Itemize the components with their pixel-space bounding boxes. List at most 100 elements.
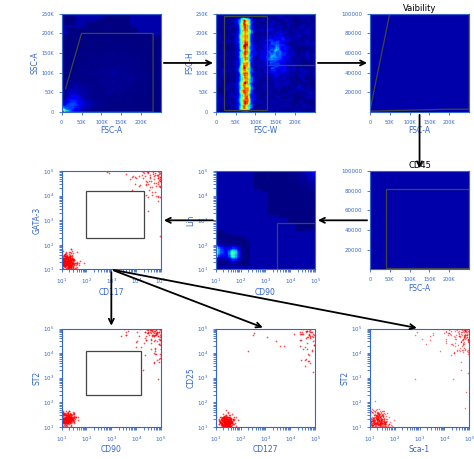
Point	[377, 266, 384, 273]
Point	[271, 70, 279, 77]
Point	[123, 103, 131, 110]
Point	[81, 59, 89, 67]
Point	[224, 19, 231, 27]
Point	[310, 33, 318, 40]
Point	[413, 108, 420, 116]
Point	[280, 67, 287, 75]
Point	[265, 180, 273, 188]
Point	[395, 108, 403, 116]
Point	[267, 14, 275, 22]
Point	[415, 266, 423, 273]
Point	[415, 266, 423, 273]
Point	[387, 266, 394, 273]
Point	[451, 266, 459, 273]
Point	[405, 108, 413, 116]
Point	[449, 266, 456, 273]
Point	[366, 422, 374, 429]
Point	[222, 106, 230, 114]
Point	[225, 420, 232, 428]
Point	[120, 34, 128, 41]
Point	[280, 33, 287, 40]
Point	[220, 244, 228, 252]
Point	[393, 108, 401, 116]
Point	[399, 266, 407, 273]
Point	[224, 51, 231, 59]
Point	[367, 419, 375, 426]
Point	[368, 108, 375, 116]
Point	[370, 108, 378, 116]
Point	[260, 56, 267, 63]
Point	[244, 244, 252, 252]
Point	[446, 266, 454, 273]
Point	[93, 106, 101, 113]
Point	[456, 108, 464, 116]
Point	[298, 189, 305, 196]
Point	[300, 52, 307, 60]
Point	[250, 23, 257, 30]
Point	[133, 101, 141, 108]
Point	[247, 13, 255, 21]
Point	[373, 266, 381, 273]
Point	[290, 21, 297, 28]
Point	[441, 108, 449, 116]
Point	[71, 32, 79, 39]
Point	[223, 420, 231, 427]
Point	[441, 108, 449, 116]
Point	[404, 266, 411, 273]
Point	[465, 266, 473, 273]
Point	[367, 418, 374, 425]
Point	[71, 102, 79, 109]
Point	[127, 93, 135, 101]
Point	[372, 266, 379, 273]
Point	[390, 266, 398, 273]
Point	[86, 45, 93, 52]
Point	[375, 108, 383, 116]
Point	[288, 92, 296, 99]
Point	[254, 171, 262, 178]
Point	[266, 94, 273, 101]
Point	[126, 106, 133, 114]
Point	[216, 90, 224, 98]
Point	[462, 108, 470, 116]
Point	[396, 108, 404, 116]
Point	[411, 266, 419, 273]
Point	[392, 108, 399, 116]
Point	[430, 108, 438, 116]
Point	[81, 52, 89, 59]
Point	[265, 51, 273, 59]
Point	[231, 49, 239, 56]
Point	[461, 108, 469, 116]
Point	[440, 266, 447, 273]
Point	[58, 80, 66, 87]
Point	[419, 266, 427, 273]
Point	[399, 108, 407, 116]
Point	[372, 108, 379, 116]
Point	[225, 92, 233, 99]
Point	[236, 17, 244, 24]
Point	[136, 95, 143, 103]
Point	[212, 95, 220, 103]
Point	[146, 63, 153, 70]
Point	[293, 216, 301, 223]
Point	[445, 108, 453, 116]
Point	[220, 92, 228, 99]
Point	[103, 168, 111, 175]
Point	[410, 108, 418, 116]
Point	[56, 258, 64, 266]
Point	[399, 266, 407, 273]
Point	[369, 266, 377, 273]
Point	[232, 72, 240, 79]
Point	[388, 108, 395, 116]
Point	[96, 80, 103, 87]
Point	[454, 108, 461, 116]
Point	[382, 266, 389, 273]
Point	[276, 14, 283, 22]
Point	[300, 87, 307, 94]
Point	[215, 103, 223, 110]
Point	[382, 420, 389, 428]
Point	[69, 267, 77, 274]
Point	[442, 108, 450, 116]
Point	[465, 336, 472, 344]
Point	[445, 108, 453, 116]
Point	[383, 266, 391, 273]
